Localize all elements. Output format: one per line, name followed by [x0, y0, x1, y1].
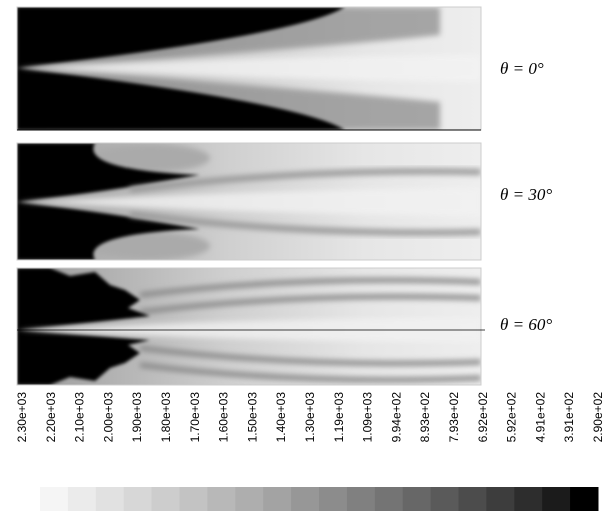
colorbar-swatch [486, 487, 515, 511]
colorbar-label: 2.90e+02 [591, 392, 605, 443]
colorbar-swatch [514, 487, 543, 511]
colorbar-label: 2.20e+03 [44, 392, 58, 443]
colorbar-label: 1.30e+03 [303, 392, 317, 443]
colorbar-swatch [40, 487, 69, 511]
panel-border [16, 142, 482, 261]
colorbar-label: 2.10e+03 [73, 392, 87, 443]
contour-panel [17, 143, 481, 260]
colorbar-label: 7.93e+02 [447, 392, 461, 443]
colorbar-swatch [95, 487, 125, 511]
colorbar-swatch [346, 487, 376, 511]
colorbar-swatch [319, 487, 348, 511]
colorbar-label: 5.92e+02 [505, 392, 519, 443]
contour-panel [17, 268, 481, 385]
colorbar-label: 1.09e+03 [361, 392, 375, 443]
colorbar-label: 2.00e+03 [101, 392, 115, 443]
colorbar-label: 9.94e+02 [389, 392, 403, 443]
colorbar-swatch [179, 487, 208, 511]
colorbar-swatch [263, 487, 292, 511]
colorbar-label: 1.90e+03 [130, 392, 144, 443]
colorbar-swatch [458, 487, 487, 511]
colorbar-label: 2.30e+03 [15, 392, 29, 443]
colorbar-label: 3.91e+02 [562, 392, 576, 443]
colorbar-label: 1.80e+03 [159, 392, 173, 443]
colorbar-swatch [291, 487, 320, 511]
colorbar-swatch [235, 487, 264, 511]
colorbar-swatch [123, 487, 153, 511]
colorbar-swatch [402, 487, 432, 511]
panel-border [16, 267, 482, 386]
colorbar-swatch [67, 487, 97, 511]
colorbar-label: 1.19e+03 [332, 392, 346, 443]
colorbar: 2.30e+03 2.20e+03 2.10e+03 2.00e+03 1.90e+03… [15, 392, 605, 511]
colorbar-label: 1.70e+03 [188, 392, 202, 443]
colorbar-label: 6.92e+02 [476, 392, 490, 443]
panel-label: θ = 30° [500, 185, 552, 204]
colorbar-label: 1.40e+03 [274, 392, 288, 443]
colorbar-swatch [151, 487, 180, 511]
colorbar-swatch [207, 487, 236, 511]
colorbar-swatch [570, 487, 599, 511]
colorbar-swatch [542, 487, 571, 511]
colorbar-label: 1.50e+03 [245, 392, 259, 443]
colorbar-label: 1.60e+03 [217, 392, 231, 443]
colorbar-swatch [374, 487, 404, 511]
contour-panel [17, 7, 481, 130]
panel-label: θ = 60° [500, 315, 552, 334]
colorbar-label: 4.91e+02 [533, 392, 547, 443]
colorbar-label: 8.93e+02 [418, 392, 432, 443]
colorbar-swatch [430, 487, 459, 511]
panel-label: θ = 0° [500, 59, 544, 78]
